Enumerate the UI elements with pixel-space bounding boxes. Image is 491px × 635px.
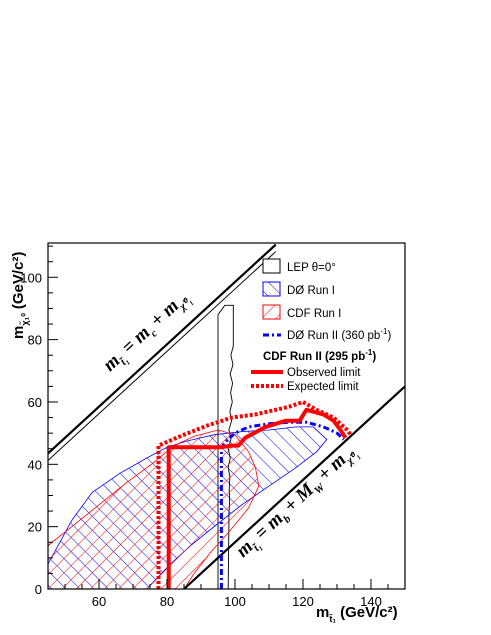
y-tick-label: 60 [28,395,42,410]
y-tick-label: 0 [35,582,42,597]
legend-label-observed: Observed limit [287,367,361,379]
region-cdf-run-i [48,429,260,589]
x-axis-title-unit: (GeV/c²) [340,604,398,621]
legend-swatch-d0-run1 [262,281,281,297]
kinematic-line-0 [48,243,277,455]
y-axis-title: mχ̃₁⁰ (GeV/c²) [10,252,30,339]
x-axis-title-sub: t̃₁ [328,613,336,624]
x-axis-title: mt̃₁ (GeV/c²) [316,604,398,624]
legend-swatch-cdf-run1 [262,304,281,320]
legend-label-cdf-run1: CDF Run I [287,308,341,320]
y-tick-label: 20 [28,520,42,535]
x-tick-label: 120 [292,594,314,609]
legend: LEP θ=0° DØ Run I CDF Run I DØ Run II (3… [251,258,391,393]
kinematic-line-0-inner [48,251,277,461]
y-tick-label: 40 [28,457,42,472]
x-tick-label: 140 [360,594,382,609]
limit-curves [156,400,353,589]
y-axis-title-unit: (GeV/c²) [10,252,27,310]
y-axis-ticks: 0 20 40 60 80 100 [20,245,58,597]
series-expected-limit [156,400,353,589]
y-tick-label: 80 [28,333,42,348]
legend-label-d0-run2: DØ Run II (360 pb-1) [287,327,391,342]
legend-swatch-lep [262,258,281,274]
x-tick-label: 80 [160,594,174,609]
x-axis-title-main: m [316,604,329,621]
exclusion-regions [48,304,328,589]
legend-cdf-run2-title: CDF Run II (295 pb-1) [263,348,376,363]
x-tick-label: 60 [92,594,106,609]
x-axis-ticks: 60 80 100 120 140 [64,579,406,609]
legend-label-lep: LEP θ=0° [287,262,336,274]
x-tick-label: 100 [224,594,246,609]
legend-label-d0-run1: DØ Run I [287,285,335,297]
plot-frame [47,242,406,590]
y-axis-title-main: m [10,326,27,339]
series-observed-limit [166,407,348,589]
y-tick-label: 100 [20,270,42,285]
legend-label-expected: Expected limit [287,381,359,393]
y-axis-title-sub: χ̃₁⁰ [19,313,30,326]
